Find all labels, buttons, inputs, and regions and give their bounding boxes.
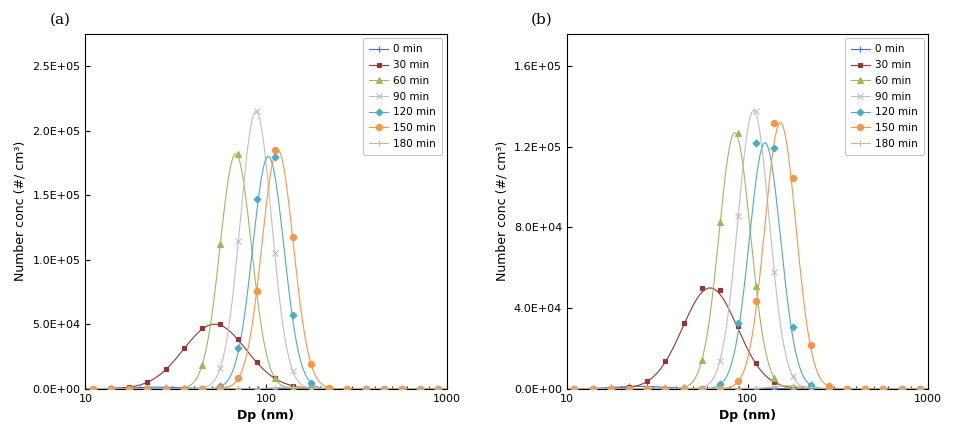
Text: (a): (a) bbox=[50, 13, 71, 27]
Legend: 0 min, 30 min, 60 min, 90 min, 120 min, 150 min, 180 min: 0 min, 30 min, 60 min, 90 min, 120 min, … bbox=[363, 38, 443, 155]
Y-axis label: Number conc (#/ cm³): Number conc (#/ cm³) bbox=[14, 141, 27, 282]
X-axis label: Dp (nm): Dp (nm) bbox=[719, 409, 776, 422]
Legend: 0 min, 30 min, 60 min, 90 min, 120 min, 150 min, 180 min: 0 min, 30 min, 60 min, 90 min, 120 min, … bbox=[845, 38, 923, 155]
X-axis label: Dp (nm): Dp (nm) bbox=[237, 409, 294, 422]
Text: (b): (b) bbox=[531, 13, 553, 27]
Y-axis label: Number conc (#/ cm³): Number conc (#/ cm³) bbox=[495, 141, 509, 282]
